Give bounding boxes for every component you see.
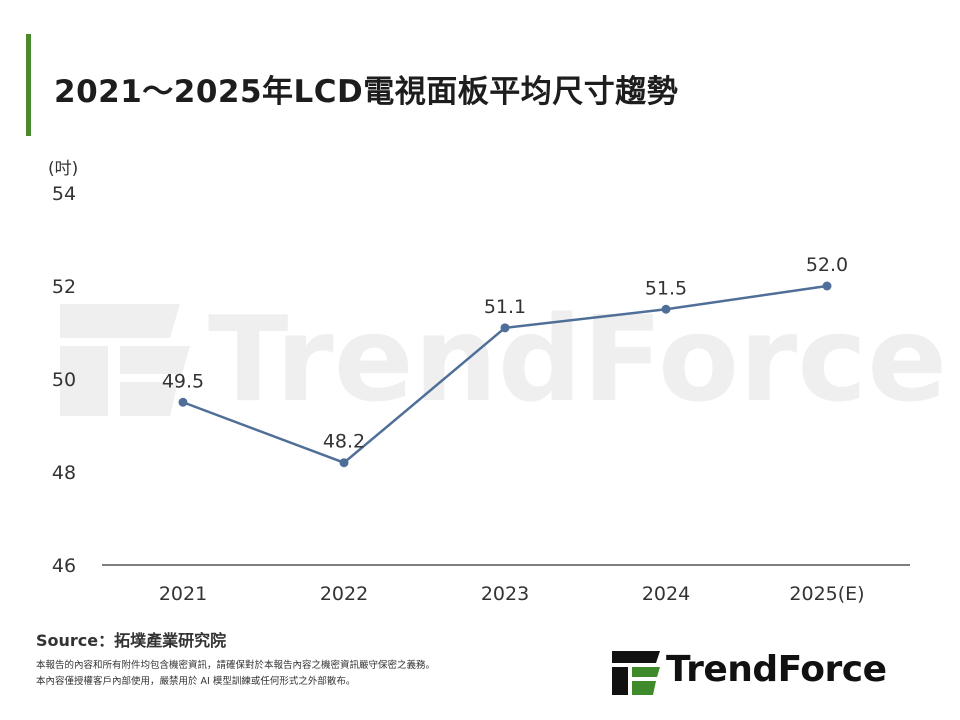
- source-note: Source：拓墣產業研究院: [36, 631, 227, 650]
- y-tick-label: 54: [52, 183, 76, 205]
- x-tick-label: 2023: [481, 583, 529, 605]
- x-tick-label: 2025(E): [789, 583, 864, 605]
- y-tick-label: 52: [52, 276, 76, 298]
- trendforce-logo-icon: [612, 651, 660, 695]
- y-axis-unit-label: (吋): [48, 159, 78, 179]
- y-tick-label: 46: [52, 555, 76, 577]
- x-tick-label: 2021: [159, 583, 207, 605]
- logo-text: TrendForce: [666, 649, 887, 690]
- x-tick-label: 2024: [642, 583, 690, 605]
- data-point: [178, 397, 188, 407]
- data-point: [822, 281, 832, 291]
- data-label: 49.5: [162, 370, 204, 392]
- data-point: [500, 323, 510, 333]
- trendforce-logo: TrendForce: [612, 647, 932, 695]
- data-label: 51.5: [645, 277, 687, 299]
- data-label: 51.1: [484, 296, 526, 318]
- data-label: 52.0: [806, 254, 848, 276]
- y-tick-label: 48: [52, 462, 76, 484]
- data-point: [661, 304, 671, 314]
- y-tick-label: 50: [52, 369, 76, 391]
- data-point: [339, 458, 349, 468]
- disclaimer-line-1: 本報告的內容和所有附件均包含機密資訊，請確保對於本報告內容之機密資訊嚴守保密之義…: [36, 660, 436, 671]
- disclaimer-line-2: 本內容僅授權客戶內部使用，嚴禁用於 AI 模型訓練或任何形式之外部散布。: [36, 676, 356, 687]
- chart-title: 2021～2025年LCD電視面板平均尺寸趨勢: [54, 74, 679, 110]
- title-accent-bar: [26, 34, 31, 136]
- data-label: 48.2: [323, 431, 365, 453]
- x-tick-label: 2022: [320, 583, 368, 605]
